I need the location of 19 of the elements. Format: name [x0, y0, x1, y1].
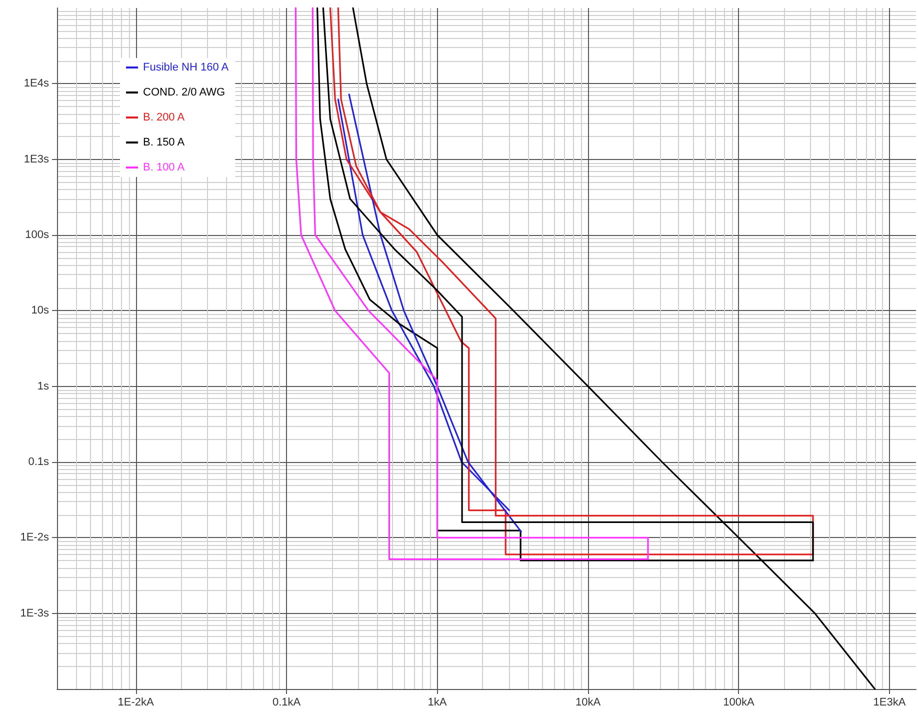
legend-label: Fusible NH 160 A [143, 62, 230, 74]
x-tick-label: 100kA [723, 696, 755, 708]
legend-label: B. 100 A [143, 162, 186, 174]
y-tick-label: 1s [37, 380, 50, 392]
x-tick-label: 10kA [575, 696, 602, 708]
legend-label: B. 200 A [143, 112, 186, 124]
y-tick-label: 1E3s [24, 153, 50, 166]
y-tick-label: 1E-2s [20, 532, 50, 544]
x-tick-label: 0.1kA [272, 696, 302, 708]
legend-label: B. 150 A [143, 136, 186, 148]
x-tick-label: 1kA [428, 696, 448, 708]
legend-label: COND. 2/0 AWG [143, 86, 226, 98]
y-tick-label: 100s [25, 229, 50, 241]
x-tick-label: 1E-2kA [118, 696, 155, 708]
y-tick-label: 1E-3s [20, 607, 50, 620]
x-tick-label: 1E3kA [873, 696, 906, 708]
y-tick-label: 10s [31, 304, 50, 317]
y-tick-label: 1E4s [24, 78, 50, 90]
y-tick-label: 0.1s [28, 456, 50, 468]
